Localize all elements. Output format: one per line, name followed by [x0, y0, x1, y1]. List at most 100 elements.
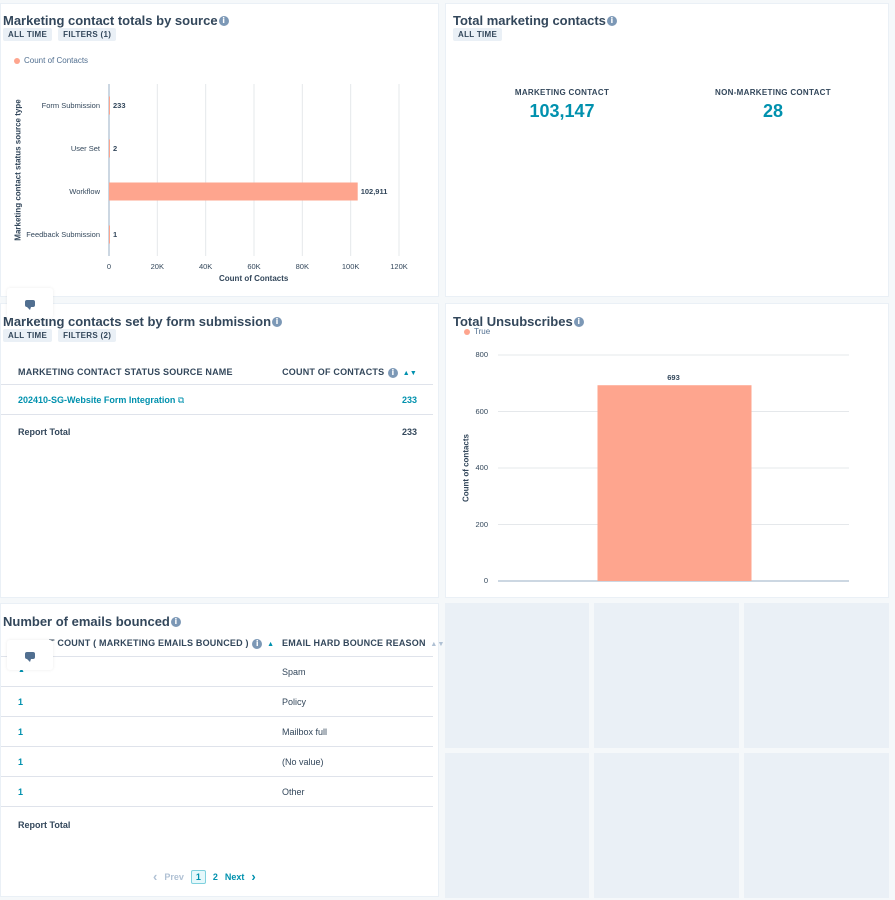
legend-label: True [474, 327, 491, 336]
bounce-reason: (No value) [282, 757, 324, 767]
report-total-row: Report Total 233 [1, 415, 433, 449]
category-label: User Set [70, 143, 100, 153]
table-row: ▲ Spam [1, 657, 433, 687]
sort-desc-icon[interactable]: ▲▼ [402, 370, 417, 377]
info-icon[interactable]: i [272, 316, 283, 327]
table-row: 1 Policy [1, 687, 433, 717]
info-icon[interactable]: i [606, 15, 617, 26]
prev-page-button[interactable]: Prev [164, 871, 184, 882]
x-tick-label: 40K [198, 262, 213, 271]
page-2-button[interactable]: 2 [212, 871, 218, 882]
vertical-bar-chart: 0 200 400 600 800 693 Count of contacts [446, 304, 890, 599]
bounce-count[interactable]: 1 [18, 757, 24, 767]
card-title-text: Marketing contacts set by form submissio… [3, 314, 272, 329]
chat-icon [25, 299, 35, 310]
y-axis-title: Count of contacts [461, 434, 471, 502]
bounce-reason: Spam [282, 667, 306, 677]
kpi-label-non-marketing: NON-MARKETING CONTACT [715, 88, 831, 97]
kpi-value-non-marketing[interactable]: 28 [762, 101, 784, 121]
bar[interactable] [109, 96, 110, 115]
chevron-left-icon[interactable]: ‹ [153, 869, 158, 884]
hbar-svg [108, 84, 400, 256]
source-name-link[interactable]: 202410-SG-Website Form Integration ⧉ [18, 395, 184, 406]
loading-placeholder [594, 753, 739, 898]
column-header-reason[interactable]: EMAIL HARD BOUNCE REASON ▲▼ [282, 638, 445, 648]
card-title-text: Total Unsubscribes [453, 314, 573, 329]
date-range-tag[interactable]: ALL TIME [3, 329, 53, 342]
page-1-button[interactable]: 1 [190, 869, 206, 884]
bounce-count[interactable]: 1 [18, 727, 24, 737]
card-title-text: Number of emails bounced [3, 614, 170, 629]
table-header: T COUNT ( MARKETING EMAILS BOUNCED ) i ▲… [1, 627, 444, 657]
x-tick-label: 100K [341, 262, 360, 271]
loading-placeholder [744, 603, 889, 748]
data-label: 2 [113, 143, 118, 153]
bar[interactable] [109, 225, 110, 244]
data-label: 1 [113, 229, 118, 239]
external-link-icon[interactable]: ⧉ [177, 395, 185, 405]
column-header-count-label: T COUNT ( MARKETING EMAILS BOUNCED ) [49, 638, 249, 648]
x-axis-title: Count of Contacts [219, 274, 289, 283]
card-title[interactable]: Number of emails bounced i [3, 614, 181, 629]
report-total-label: Report Total [18, 427, 71, 437]
bounce-reason: Other [282, 787, 305, 797]
y-tick-label: 600 [475, 406, 488, 416]
info-icon[interactable]: i [218, 15, 229, 26]
x-tick-label: 120K [390, 262, 408, 271]
info-icon[interactable]: i [252, 639, 263, 649]
bar[interactable] [109, 139, 110, 158]
column-header-source-name[interactable]: MARKETING CONTACT STATUS SOURCE NAME [18, 367, 233, 377]
kpi-value-marketing[interactable]: 103,147 [529, 101, 595, 121]
loading-placeholder [744, 753, 889, 898]
bar[interactable] [109, 182, 358, 201]
y-tick-label: 200 [475, 519, 488, 529]
next-page-button[interactable]: Next [224, 871, 245, 882]
bounce-reason: Mailbox full [282, 727, 328, 737]
y-tick-label: 400 [475, 463, 488, 472]
filters-tag[interactable]: FILTERS (1) [58, 28, 117, 41]
x-tick-label: 60K [247, 262, 261, 271]
y-axis-title: Marketing contact status source type [13, 99, 23, 241]
form-submission-card: Marketing contacts set by form submissio… [0, 303, 439, 598]
sort-icon[interactable]: ▲▼ [430, 641, 445, 648]
data-label: 233 [113, 100, 126, 110]
chevron-right-icon[interactable]: › [251, 869, 256, 884]
card-title[interactable]: Marketing contacts set by form submissio… [3, 314, 283, 329]
x-tick-label: 20K [150, 262, 164, 271]
card-title-text: Total marketing contacts [453, 13, 606, 28]
x-tick-label: 80K [295, 262, 309, 271]
info-icon[interactable]: i [573, 316, 584, 327]
chat-widget[interactable] [7, 288, 53, 318]
y-tick-label: 0 [483, 576, 488, 585]
bounce-count[interactable]: 1 [18, 697, 24, 707]
category-label: Feedback Submission [26, 229, 100, 239]
total-marketing-contacts-card: Total marketing contacts i ALL TIME MARK… [445, 3, 889, 297]
y-tick-label: 800 [475, 350, 488, 359]
table-row: 202410-SG-Website Form Integration ⧉ 233 [1, 385, 433, 415]
card-title[interactable]: Total marketing contacts i [453, 13, 617, 28]
card-title[interactable]: Total Unsubscribes i [453, 314, 584, 329]
chart-legend: True [464, 327, 490, 336]
date-range-tag[interactable]: ALL TIME [3, 28, 53, 41]
bounce-count[interactable]: 1 [18, 787, 24, 797]
bounce-count[interactable]: ▲ [18, 667, 25, 674]
emails-bounced-card: Number of emails bounced i T COUNT ( MAR… [0, 603, 444, 897]
column-header-count[interactable]: T COUNT ( MARKETING EMAILS BOUNCED ) i ▲ [49, 638, 274, 649]
legend-swatch [14, 57, 20, 64]
chat-widget[interactable] [7, 640, 53, 670]
horizontal-bar-chart: 0 20K 40K 60K 80K 100K 120K Form Submission 233 U… [1, 4, 440, 298]
x-tick-label: 0 [106, 262, 112, 271]
bar[interactable] [597, 385, 752, 581]
bounced-table: T COUNT ( MARKETING EMAILS BOUNCED ) i ▲… [1, 627, 444, 837]
column-header-count[interactable]: COUNT OF CONTACTS i ▲▼ [282, 367, 417, 378]
chat-icon [25, 651, 35, 662]
filters-tag[interactable]: FILTERS (2) [58, 329, 117, 342]
sort-asc-icon[interactable]: ▲ [267, 641, 275, 648]
date-range-tag[interactable]: ALL TIME [453, 28, 503, 41]
column-header-count-label: COUNT OF CONTACTS [282, 367, 385, 377]
count-value[interactable]: 233 [401, 395, 417, 405]
report-total-value: 233 [401, 427, 417, 437]
info-icon[interactable]: i [170, 616, 181, 627]
card-title[interactable]: Marketing contact totals by source i [3, 13, 229, 28]
info-icon[interactable]: i [388, 368, 399, 378]
